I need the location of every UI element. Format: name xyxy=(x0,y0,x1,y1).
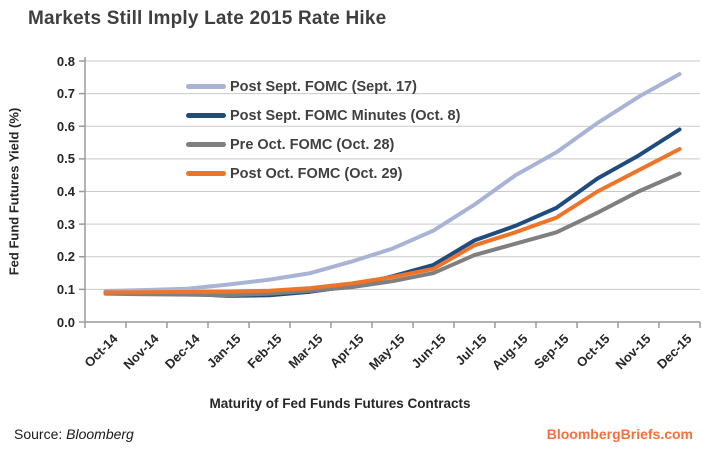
y-tick-label: 0.1 xyxy=(56,281,75,297)
legend-swatch-icon xyxy=(186,84,226,89)
y-tick-label: 0.8 xyxy=(56,53,75,69)
y-tick-label: 0.7 xyxy=(56,86,75,102)
y-axis-title: Fed Fund Futures Yield (%) xyxy=(6,107,22,276)
y-tick-label: 0.0 xyxy=(56,314,75,330)
legend: Post Sept. FOMC (Sept. 17) Post Sept. FOM… xyxy=(186,72,460,188)
series-line-0 xyxy=(103,72,682,293)
chart-title: Markets Still Imply Late 2015 Rate Hike xyxy=(28,8,387,29)
series-line-2 xyxy=(103,171,682,298)
y-tick-label: 0.2 xyxy=(56,249,75,265)
legend-swatch-icon xyxy=(186,113,226,118)
legend-item-2: Pre Oct. FOMC (Oct. 28) xyxy=(186,130,460,159)
y-tick-label: 0.3 xyxy=(56,216,75,232)
series-line-3 xyxy=(103,147,682,295)
legend-swatch-icon xyxy=(186,142,226,147)
y-tick-label: 0.4 xyxy=(56,184,75,199)
legend-item-1: Post Sept. FOMC Minutes (Oct. 8) xyxy=(186,101,460,130)
y-tick-label: 0.5 xyxy=(56,151,75,167)
source-name: Bloomberg xyxy=(66,426,134,442)
source-label: Source: xyxy=(14,426,63,442)
legend-swatch-icon xyxy=(186,171,226,176)
footer: Source: Bloomberg BloombergBriefs.com xyxy=(14,426,693,442)
source-credit: Source: Bloomberg xyxy=(14,426,134,442)
brand-link[interactable]: BloombergBriefs.com xyxy=(546,426,693,442)
legend-label: Post Sept. FOMC (Sept. 17) xyxy=(230,78,417,95)
legend-label: Post Oct. FOMC (Oct. 29) xyxy=(230,165,403,182)
legend-item-3: Post Oct. FOMC (Oct. 29) xyxy=(186,159,460,188)
y-tick-label: 0.6 xyxy=(56,118,75,134)
legend-item-0: Post Sept. FOMC (Sept. 17) xyxy=(186,72,460,101)
legend-label: Pre Oct. FOMC (Oct. 28) xyxy=(230,136,395,153)
legend-label: Post Sept. FOMC Minutes (Oct. 8) xyxy=(230,107,461,124)
x-axis-title: Maturity of Fed Funds Futures Contracts xyxy=(209,396,471,411)
